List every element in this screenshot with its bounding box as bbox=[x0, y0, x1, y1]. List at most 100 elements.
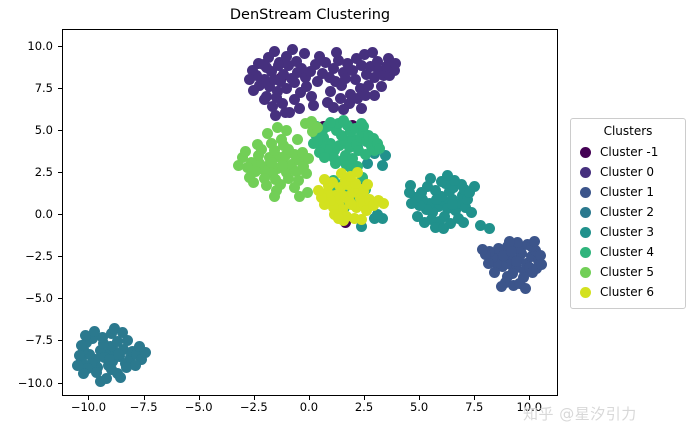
legend-marker-icon bbox=[580, 246, 591, 258]
scatter-point bbox=[452, 212, 464, 224]
scatter-point bbox=[359, 48, 371, 60]
scatter-point bbox=[327, 201, 339, 213]
scatter-point bbox=[367, 200, 379, 212]
scatter-point bbox=[326, 176, 338, 188]
y-tick-mark bbox=[58, 382, 62, 384]
legend-item[interactable]: Cluster 6 bbox=[577, 282, 679, 302]
scatter-point bbox=[268, 190, 280, 202]
legend-marker-icon bbox=[580, 266, 591, 278]
scatter-point bbox=[281, 51, 293, 63]
scatter-point bbox=[345, 170, 357, 182]
y-tick-mark bbox=[58, 87, 62, 89]
scatter-point bbox=[289, 94, 301, 106]
scatter-point bbox=[324, 194, 336, 206]
scatter-points-layer bbox=[63, 30, 557, 395]
scatter-point bbox=[374, 143, 386, 155]
scatter-point bbox=[356, 60, 368, 72]
y-tick-label: −2.5 bbox=[25, 249, 53, 264]
scatter-point bbox=[305, 116, 317, 128]
scatter-point bbox=[355, 117, 367, 129]
scatter-point bbox=[489, 266, 501, 278]
scatter-point bbox=[421, 181, 433, 193]
scatter-point bbox=[420, 203, 432, 215]
legend-marker-icon bbox=[580, 206, 591, 218]
y-tick-label: −7.5 bbox=[25, 333, 53, 348]
scatter-point bbox=[272, 122, 284, 134]
legend-item[interactable]: Cluster 3 bbox=[577, 222, 679, 242]
scatter-point bbox=[291, 133, 303, 145]
legend-item-label: Cluster 3 bbox=[600, 225, 655, 239]
scatter-point bbox=[413, 200, 425, 212]
scatter-point bbox=[309, 59, 321, 70]
scatter-point bbox=[95, 376, 107, 387]
scatter-point bbox=[376, 160, 388, 172]
y-tick-label: 10.0 bbox=[27, 38, 53, 53]
scatter-point bbox=[353, 145, 365, 157]
scatter-point bbox=[348, 212, 360, 224]
scatter-point bbox=[259, 73, 271, 85]
scatter-point bbox=[448, 181, 460, 193]
scatter-point bbox=[72, 359, 84, 371]
scatter-point bbox=[449, 174, 461, 186]
legend-item[interactable]: Cluster 2 bbox=[577, 202, 679, 222]
scatter-point bbox=[367, 46, 379, 58]
scatter-point bbox=[88, 326, 100, 338]
scatter-point bbox=[364, 193, 376, 205]
scatter-point bbox=[266, 65, 278, 77]
scatter-point bbox=[337, 67, 349, 79]
legend-item[interactable]: Cluster 1 bbox=[577, 182, 679, 202]
legend-item[interactable]: Cluster -1 bbox=[577, 142, 679, 162]
scatter-point bbox=[356, 213, 368, 225]
scatter-point bbox=[330, 189, 342, 201]
scatter-point bbox=[373, 64, 385, 76]
scatter-point bbox=[411, 211, 423, 223]
scatter-point bbox=[279, 149, 291, 161]
scatter-point bbox=[430, 185, 442, 197]
scatter-point bbox=[329, 76, 341, 88]
scatter-point bbox=[82, 363, 94, 375]
scatter-point bbox=[304, 65, 316, 77]
scatter-point bbox=[437, 223, 449, 235]
scatter-point bbox=[77, 368, 89, 380]
scatter-point bbox=[318, 199, 330, 211]
scatter-point bbox=[468, 180, 480, 192]
scatter-point bbox=[406, 197, 418, 209]
scatter-point bbox=[272, 85, 284, 97]
scatter-point bbox=[342, 57, 354, 69]
scatter-point bbox=[361, 204, 373, 216]
scatter-point bbox=[325, 117, 337, 129]
scatter-point bbox=[514, 242, 526, 254]
scatter-point bbox=[368, 144, 380, 156]
legend-entries: Cluster -1 Cluster 0 Cluster 1 Cluster 2 Clu… bbox=[577, 142, 679, 302]
scatter-point bbox=[267, 100, 279, 112]
scatter-point bbox=[334, 92, 346, 104]
scatter-point bbox=[275, 76, 287, 88]
y-tick-label: 2.5 bbox=[34, 165, 53, 180]
scatter-point bbox=[352, 93, 364, 105]
legend-item[interactable]: Cluster 5 bbox=[577, 262, 679, 282]
legend-box[interactable]: Clusters Cluster -1 Cluster 0 Cluster 1 Clu… bbox=[570, 118, 686, 309]
legend-item[interactable]: Cluster 0 bbox=[577, 162, 679, 182]
scatter-point bbox=[327, 102, 339, 114]
scatter-point bbox=[295, 87, 307, 99]
scatter-point bbox=[427, 206, 439, 218]
scatter-point bbox=[482, 257, 494, 269]
scatter-point bbox=[261, 179, 273, 191]
scatter-point bbox=[112, 336, 124, 348]
scatter-point bbox=[276, 160, 288, 172]
scatter-point bbox=[476, 244, 488, 256]
y-tick-mark bbox=[58, 214, 62, 216]
scatter-point bbox=[523, 261, 535, 273]
scatter-point bbox=[337, 104, 349, 116]
scatter-point bbox=[325, 137, 337, 149]
legend-item[interactable]: Cluster 4 bbox=[577, 242, 679, 262]
watermark: 知乎 @星汐引力 bbox=[523, 405, 637, 423]
x-tick-label: −7.5 bbox=[129, 400, 158, 414]
scatter-point bbox=[319, 173, 331, 185]
scatter-point bbox=[298, 48, 310, 60]
scatter-point bbox=[287, 44, 299, 56]
scatter-point bbox=[512, 236, 524, 248]
scatter-point bbox=[426, 213, 438, 225]
scatter-point bbox=[339, 135, 351, 147]
x-tick-label: −5.0 bbox=[184, 400, 213, 414]
